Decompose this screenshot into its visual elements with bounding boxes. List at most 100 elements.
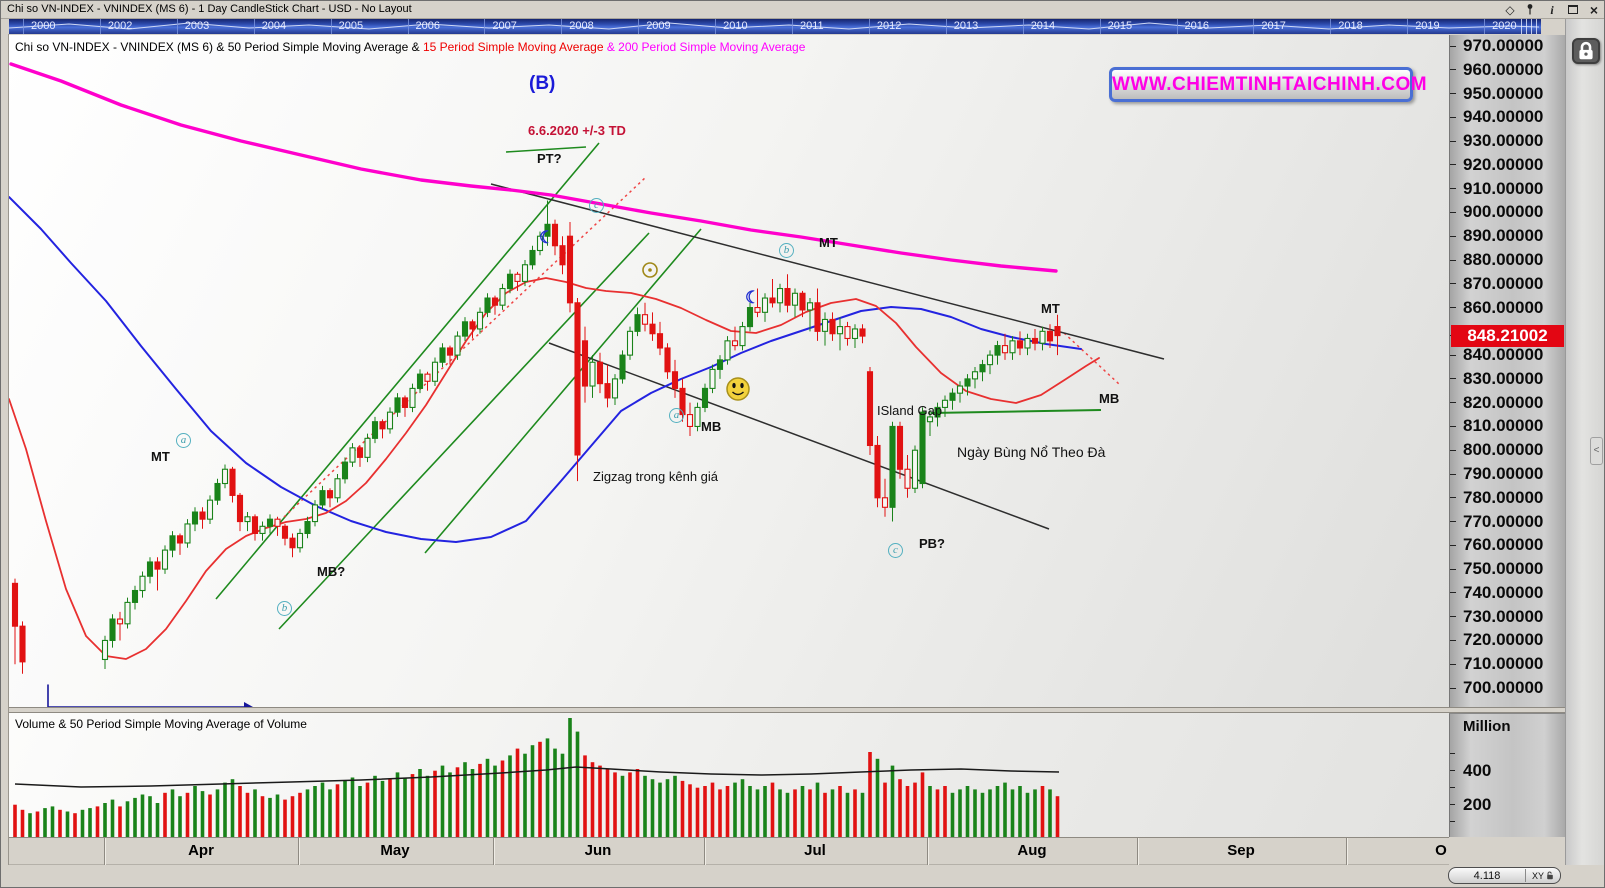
left-window-edge bbox=[1, 34, 9, 887]
axes-toggle[interactable]: XY bbox=[1526, 871, 1560, 881]
year-separator bbox=[715, 19, 717, 34]
volume-chart-pane[interactable]: Volume & 50 Period Simple Moving Average… bbox=[9, 713, 1449, 837]
year-separator bbox=[330, 19, 332, 34]
candles-group bbox=[11, 200, 1061, 674]
year-label[interactable]: 2009 bbox=[646, 20, 671, 32]
scroll-hatch bbox=[1536, 19, 1537, 34]
price-tick bbox=[1450, 235, 1456, 237]
month-label: Apr bbox=[188, 842, 214, 859]
year-label[interactable]: 2004 bbox=[261, 20, 287, 32]
year-label[interactable]: 2018 bbox=[1338, 20, 1363, 32]
price-tick-label: 780.00000 bbox=[1463, 487, 1544, 507]
close-icon[interactable]: × bbox=[1589, 2, 1599, 18]
year-label[interactable]: 2010 bbox=[723, 20, 748, 32]
year-label[interactable]: 2011 bbox=[800, 20, 824, 32]
year-label[interactable]: 2019 bbox=[1415, 20, 1440, 32]
price-axis[interactable]: 970.00000 960.00000 950.00000 940.00000 930.… bbox=[1449, 35, 1565, 707]
month-separator bbox=[927, 838, 928, 866]
scroll-hatch bbox=[1531, 19, 1532, 34]
year-label[interactable]: 2002 bbox=[107, 20, 133, 32]
year-label[interactable]: 2005 bbox=[338, 20, 364, 32]
year-separator bbox=[253, 19, 255, 34]
price-tick-label: 810.00000 bbox=[1463, 416, 1544, 436]
info-icon[interactable]: i bbox=[1550, 3, 1554, 17]
price-tick-label: 940.00000 bbox=[1463, 107, 1544, 127]
corner-spacer bbox=[1, 19, 9, 34]
price-tick-label: 910.00000 bbox=[1463, 178, 1544, 198]
moon-icon: ☾ bbox=[539, 228, 554, 247]
year-label[interactable]: 2008 bbox=[569, 20, 594, 32]
month-label: Jun bbox=[584, 842, 612, 859]
price-tick bbox=[1450, 497, 1456, 499]
time-axis[interactable]: Apr May Jun Jul Aug Sep O bbox=[9, 837, 1449, 866]
last-price-tag: 848.21002 bbox=[1451, 324, 1564, 347]
year-separator bbox=[1022, 19, 1024, 34]
year-separator bbox=[868, 19, 870, 34]
year-label[interactable]: 2014 bbox=[1030, 20, 1056, 32]
price-tick-label: 920.00000 bbox=[1463, 154, 1544, 174]
month-separator bbox=[298, 838, 299, 866]
price-tick bbox=[1450, 568, 1456, 570]
scroll-hatch bbox=[1521, 19, 1522, 34]
year-navigator-bar[interactable]: 2000 2002 2003 2004 2005 2006 2007 2008 2009 2010… bbox=[9, 19, 1541, 34]
price-tick bbox=[1450, 378, 1456, 380]
price-tick bbox=[1450, 354, 1456, 356]
scroll-collapse-button[interactable]: < bbox=[1590, 437, 1603, 465]
year-label[interactable]: 2007 bbox=[492, 20, 517, 32]
price-tick bbox=[1450, 211, 1456, 213]
price-tick-label: 700.00000 bbox=[1463, 678, 1544, 697]
price-tick bbox=[1450, 521, 1456, 523]
month-separator bbox=[704, 838, 705, 866]
year-separator bbox=[1407, 19, 1409, 34]
diamond-icon[interactable]: ◇ bbox=[1505, 3, 1515, 17]
price-chart-canvas[interactable]: ☾☾ bbox=[9, 35, 1449, 707]
year-label[interactable]: 2003 bbox=[184, 20, 210, 32]
year-label[interactable]: 2013 bbox=[953, 20, 979, 32]
volume-bars-group bbox=[13, 718, 1060, 837]
month-separator bbox=[1346, 838, 1347, 866]
scale-value: 4.118 bbox=[1473, 869, 1501, 882]
year-label[interactable]: 2012 bbox=[876, 20, 902, 32]
pin-icon[interactable] bbox=[1524, 3, 1538, 17]
month-separator bbox=[493, 838, 494, 866]
year-separator bbox=[407, 19, 409, 34]
volume-tick bbox=[1450, 753, 1455, 754]
chart-legend: Chi so VN-INDEX - VNINDEX (MS 6) & 50 Pe… bbox=[15, 40, 805, 54]
volume-chart-canvas[interactable] bbox=[9, 713, 1449, 837]
volume-tick bbox=[1450, 787, 1455, 788]
price-tick bbox=[1450, 592, 1456, 594]
price-tick bbox=[1450, 449, 1456, 451]
year-separator bbox=[638, 19, 640, 34]
legend-segment-1: 15 Period Simple Moving Average bbox=[422, 40, 604, 54]
pane-divider[interactable] bbox=[9, 707, 1565, 713]
year-separator bbox=[484, 19, 486, 34]
year-label[interactable]: 2006 bbox=[415, 20, 440, 32]
volume-axis[interactable]: Million 400 200 bbox=[1449, 713, 1565, 837]
volume-sma-line bbox=[14, 766, 1060, 788]
volume-tick bbox=[1450, 821, 1455, 822]
year-label[interactable]: 2016 bbox=[1184, 20, 1209, 32]
unlock-icon bbox=[1547, 871, 1553, 880]
sun-icon bbox=[642, 262, 658, 278]
year-separator bbox=[99, 19, 101, 34]
year-label[interactable]: 2000 bbox=[31, 20, 56, 32]
axes-label: XY bbox=[1531, 870, 1544, 881]
restore-window-icon[interactable] bbox=[1566, 3, 1580, 17]
price-tick-label: 770.00000 bbox=[1463, 511, 1544, 531]
window-titlebar: Chi so VN-INDEX - VNINDEX (MS 6) - 1 Day… bbox=[1, 1, 1604, 19]
price-tick bbox=[1450, 69, 1456, 71]
axis-lock-icon[interactable] bbox=[1572, 38, 1600, 64]
price-tick-label: 800.00000 bbox=[1463, 440, 1544, 460]
year-label[interactable]: 2015 bbox=[1107, 20, 1133, 32]
price-tick-label: 930.00000 bbox=[1463, 131, 1544, 151]
year-label[interactable]: 2017 bbox=[1261, 20, 1286, 32]
scale-indicator[interactable]: 4.118 XY bbox=[1448, 867, 1561, 884]
price-tick bbox=[1450, 140, 1456, 142]
volume-tick bbox=[1450, 770, 1455, 771]
year-separator bbox=[176, 19, 178, 34]
volume-unit-label: Million bbox=[1463, 718, 1511, 735]
year-label[interactable]: 2020 bbox=[1492, 20, 1517, 32]
price-tick-label: 900.00000 bbox=[1463, 202, 1544, 222]
price-tick bbox=[1450, 307, 1456, 309]
price-chart-pane[interactable]: Chi so VN-INDEX - VNINDEX (MS 6) & 50 Pe… bbox=[9, 35, 1449, 707]
